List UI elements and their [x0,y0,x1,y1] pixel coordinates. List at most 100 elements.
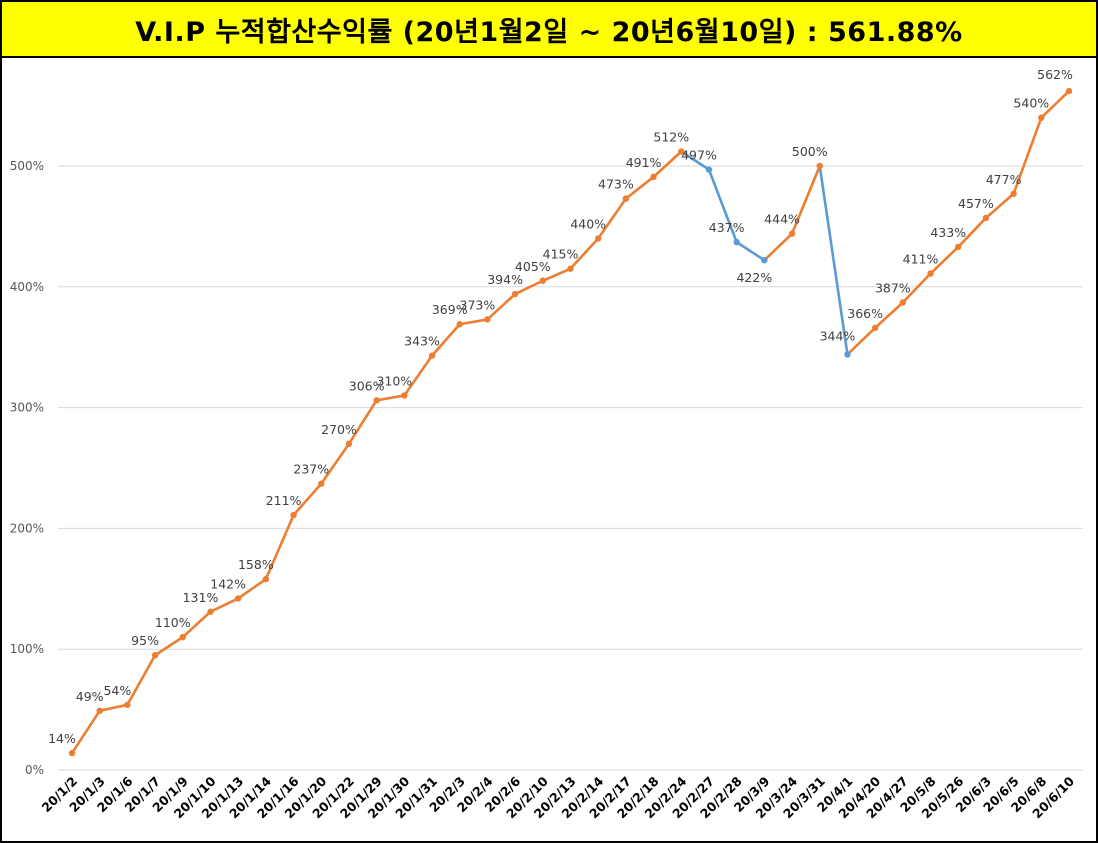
data-label: 306% [349,378,385,393]
data-label: 95% [131,633,159,648]
data-point [899,299,907,306]
series-segment [292,482,323,517]
series-segment [236,577,268,600]
data-label: 54% [103,683,131,698]
series-segment [126,653,157,707]
data-point [124,701,131,708]
data-point [927,270,934,277]
series-segment [541,267,572,283]
series-segment [763,232,794,262]
data-point [401,392,408,399]
series-segment [430,322,462,357]
data-point [345,440,353,448]
y-tick-label: 200% [10,521,44,535]
series-segment [403,354,434,397]
data-point [179,633,186,641]
data-point [678,148,685,155]
data-point [982,214,990,222]
data-label: 14% [48,731,76,746]
data-point [705,166,713,173]
data-label: 473% [598,177,634,192]
series-segment [846,326,877,356]
data-label: 343% [404,334,440,349]
data-label: 110% [155,615,191,630]
data-label: 512% [653,130,689,145]
data-point [234,595,242,602]
data-point [1010,190,1017,197]
data-label: 415% [543,247,579,262]
series-segment [375,394,406,402]
series-segment [264,513,295,581]
data-label: 500% [792,144,828,159]
data-point [539,277,547,284]
data-label: 270% [321,422,357,437]
data-point [484,316,491,323]
data-label: 131% [183,590,219,605]
data-point [761,257,768,264]
series-segment [569,237,600,270]
data-label: 440% [570,216,606,231]
data-label: 477% [986,172,1022,187]
series-segment [873,301,905,330]
data-point [816,162,823,170]
series-segment [347,399,378,446]
data-point [318,480,325,487]
series-segment [735,240,766,262]
data-label: 369% [432,302,468,317]
data-label: 158% [238,557,274,572]
series-segment [513,279,545,296]
data-point [844,351,851,358]
data-point [733,238,740,246]
data-point [207,608,214,615]
chart-title: V.I.P 누적합산수익률 (20년1월2일 ~ 20년6월10일) : 561… [135,16,963,48]
data-point [511,290,519,298]
data-point [373,397,380,404]
data-point [456,321,463,328]
y-tick-label: 400% [10,280,44,294]
data-point [1065,87,1073,95]
data-point [622,195,630,202]
data-point [871,324,879,332]
data-point [96,707,103,715]
data-label: 437% [709,220,745,235]
y-tick-label: 100% [10,642,44,656]
series-segment [1040,89,1071,119]
data-label: 444% [764,212,800,227]
series-segment [790,164,822,235]
data-label: 373% [460,297,496,312]
data-label: 411% [903,252,939,267]
data-point [567,265,574,272]
series-segment [458,318,489,326]
series-segment [679,150,711,171]
data-point [428,352,436,359]
data-label: 540% [1013,96,1049,111]
data-point [955,243,962,251]
data-point [262,575,270,583]
data-label: 394% [487,272,523,287]
series-segment [1012,116,1043,196]
series-segment [901,272,932,304]
series-segment [486,292,517,321]
series-segment [319,442,351,486]
data-label: 142% [210,576,246,591]
data-label: 457% [958,196,994,211]
data-label: 49% [76,689,104,704]
series-segment [818,164,849,356]
y-tick-label: 500% [10,159,44,173]
data-label: 405% [515,259,551,274]
data-label: 387% [875,281,911,296]
series-segment [652,150,683,179]
data-label: 366% [847,306,883,321]
data-label: 422% [736,270,772,285]
data-point [151,652,159,659]
series-segment [596,197,628,240]
data-label: 433% [930,225,966,240]
data-label: 491% [626,155,662,170]
series-segment [956,216,988,249]
series-segment [624,175,655,200]
data-point [1038,114,1045,121]
data-point [594,235,602,242]
title-bar: V.I.P 누적합산수익률 (20년1월2일 ~ 20년6월10일) : 561… [2,2,1096,58]
